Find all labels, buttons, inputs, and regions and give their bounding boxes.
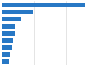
Bar xyxy=(2,52,10,57)
Bar xyxy=(2,59,9,64)
Bar xyxy=(2,45,12,50)
Bar xyxy=(2,24,15,29)
Bar xyxy=(2,10,33,14)
Bar xyxy=(2,17,21,22)
Bar xyxy=(2,31,15,36)
Bar xyxy=(2,38,13,43)
Bar xyxy=(2,3,85,7)
